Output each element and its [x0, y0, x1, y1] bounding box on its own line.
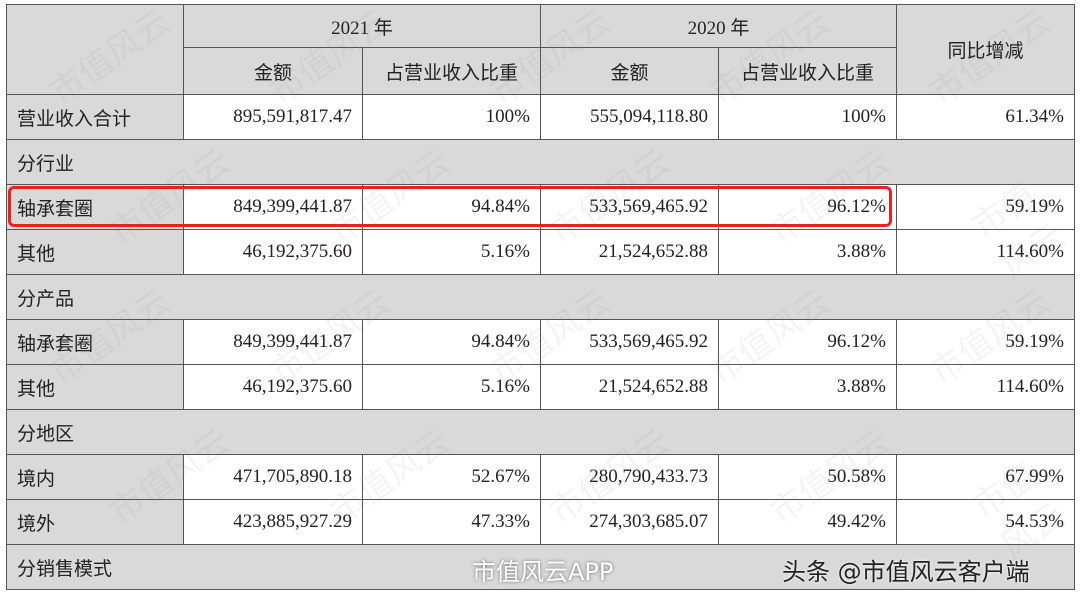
data-cell: 21,524,652.88 — [540, 229, 719, 275]
data-cell: 3.88% — [718, 229, 897, 275]
data-cell: 3.88% — [718, 364, 897, 410]
data-cell: 423,885,927.29 — [183, 499, 363, 545]
data-cell: 100% — [718, 94, 897, 140]
data-cell: 274,303,685.07 — [540, 499, 719, 545]
data-cell: 50.58% — [718, 454, 897, 500]
data-cell: 5.16% — [362, 364, 541, 410]
section-row: 分销售模式 — [6, 544, 1075, 590]
header-change: 同比增减 — [896, 4, 1075, 95]
data-cell: 96.12% — [718, 319, 897, 365]
data-cell: 52.67% — [362, 454, 541, 500]
data-cell: 895,591,817.47 — [183, 94, 363, 140]
data-cell: 280,790,433.73 — [540, 454, 719, 500]
data-cell: 21,524,652.88 — [540, 364, 719, 410]
data-cell: 46,192,375.60 — [183, 364, 363, 410]
section-row: 分行业 — [6, 139, 1075, 185]
data-cell: 61.34% — [896, 94, 1075, 140]
data-cell: 49.42% — [718, 499, 897, 545]
data-cell: 59.19% — [896, 319, 1075, 365]
data-cell: 67.99% — [896, 454, 1075, 500]
data-cell: 59.19% — [896, 184, 1075, 230]
data-cell: 114.60% — [896, 229, 1075, 275]
data-cell: 533,569,465.92 — [540, 319, 719, 365]
data-cell: 46,192,375.60 — [183, 229, 363, 275]
header-cell — [6, 4, 184, 95]
data-cell: 114.60% — [896, 364, 1075, 410]
row-label: 其他 — [6, 364, 184, 410]
header-column: 金额 — [183, 47, 363, 95]
footer-app: 市值风云APP — [472, 558, 614, 586]
data-cell: 471,705,890.18 — [183, 454, 363, 500]
header-year: 2020 年 — [540, 4, 897, 48]
row-label: 其他 — [6, 229, 184, 275]
header-year: 2021 年 — [183, 4, 541, 48]
row-label: 境内 — [6, 454, 184, 500]
header-column: 占营业收入比重 — [718, 47, 897, 95]
data-cell: 100% — [362, 94, 541, 140]
row-label: 营业收入合计 — [6, 94, 184, 140]
header-column: 占营业收入比重 — [362, 47, 541, 95]
data-cell: 94.84% — [362, 319, 541, 365]
header-column: 金额 — [540, 47, 719, 95]
row-label: 境外 — [6, 499, 184, 545]
data-cell: 5.16% — [362, 229, 541, 275]
section-row: 分产品 — [6, 274, 1075, 320]
data-cell: 54.53% — [896, 499, 1075, 545]
data-cell: 849,399,441.87 — [183, 319, 363, 365]
row-label: 轴承套圈 — [6, 184, 184, 230]
data-cell: 555,094,118.80 — [540, 94, 719, 140]
footer-source: 头条 @市值风云客户端 — [782, 558, 1030, 586]
highlight-box — [8, 186, 892, 227]
section-row: 分地区 — [6, 409, 1075, 455]
row-label: 轴承套圈 — [6, 319, 184, 365]
data-cell: 47.33% — [362, 499, 541, 545]
